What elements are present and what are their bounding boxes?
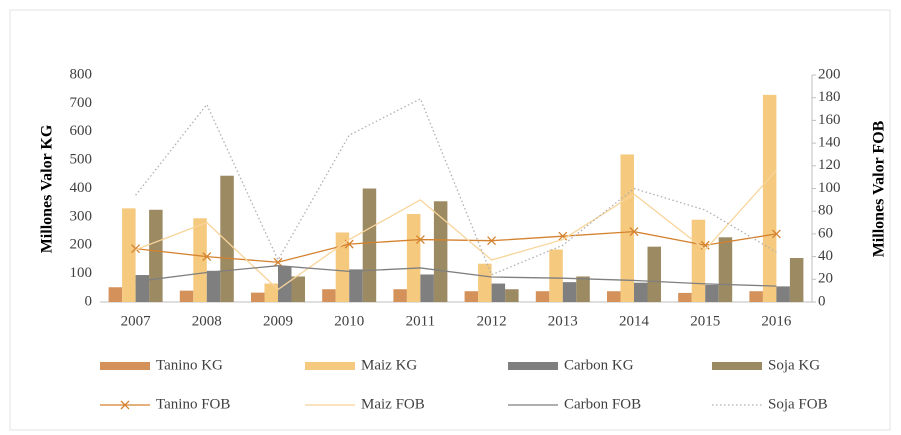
bar — [705, 284, 719, 302]
y2-tick-label: 140 — [818, 135, 841, 151]
bar — [789, 258, 804, 302]
line-marker — [273, 257, 283, 267]
x-tick-label: 2010 — [334, 313, 364, 329]
y2-tick-label: 180 — [818, 89, 841, 105]
bar — [620, 154, 634, 302]
line-marker — [202, 252, 212, 262]
bar — [264, 283, 278, 302]
bar — [335, 232, 350, 302]
line-series — [135, 230, 777, 263]
bar — [251, 292, 265, 302]
bar — [362, 188, 377, 302]
y2-tick-label: 120 — [818, 157, 841, 173]
bar — [406, 214, 421, 302]
bar — [647, 246, 661, 302]
y2-tick-label: 160 — [818, 112, 841, 128]
x-tick-label: 2009 — [263, 313, 293, 329]
y-tick-label: 300 — [70, 208, 93, 224]
legend-label: Tanino KG — [156, 357, 223, 373]
bar — [179, 290, 194, 302]
line-series — [135, 97, 777, 276]
x-tick-label: 2016 — [761, 313, 792, 329]
bar — [206, 270, 221, 302]
bar — [762, 94, 777, 302]
bar — [678, 292, 692, 302]
legend-swatch — [100, 362, 150, 370]
bar — [433, 201, 448, 302]
y2-tick-label: 80 — [818, 203, 833, 219]
bar — [349, 269, 363, 302]
legend-label: Carbon FOB — [564, 396, 641, 412]
bar — [220, 175, 234, 302]
line-series — [135, 265, 777, 287]
y-tick-label: 600 — [70, 123, 93, 139]
bar — [749, 291, 763, 302]
legend-marker — [120, 400, 130, 410]
y-axis-title: Millones Valor KG — [39, 124, 56, 253]
bar — [393, 289, 407, 302]
y2-axis-title: Millones Valor FOB — [871, 120, 888, 257]
bar — [291, 276, 305, 302]
line-marker — [415, 235, 425, 245]
bar — [505, 289, 519, 302]
bar — [135, 275, 150, 302]
bar — [322, 289, 336, 302]
bar — [535, 291, 550, 302]
y-tick-label: 500 — [70, 152, 93, 168]
x-tick-label: 2007 — [121, 313, 152, 329]
bar — [576, 276, 590, 302]
legend-label: Maiz KG — [361, 357, 417, 373]
y-tick-label: 100 — [70, 265, 93, 281]
legend-swatch — [305, 362, 355, 370]
y2-tick-label: 100 — [818, 180, 841, 196]
bar — [634, 282, 648, 302]
line-marker — [629, 227, 639, 237]
line-marker — [558, 231, 568, 241]
bar — [549, 249, 563, 302]
x-tick-label: 2013 — [548, 313, 578, 329]
y2-tick-label: 60 — [818, 225, 833, 241]
legend-label: Soja FOB — [768, 396, 828, 412]
bar — [718, 237, 733, 302]
y2-tick-label: 0 — [818, 293, 826, 309]
line-marker — [487, 236, 497, 246]
line-series — [135, 169, 777, 291]
bar — [122, 208, 136, 302]
x-tick-label: 2014 — [619, 313, 650, 329]
y2-tick-label: 20 — [818, 271, 833, 287]
legend-label: Carbon KG — [564, 357, 634, 373]
bar — [562, 282, 577, 302]
y-tick-label: 400 — [70, 180, 93, 196]
bar — [607, 291, 621, 302]
bar — [691, 219, 706, 302]
y-tick-label: 800 — [70, 66, 93, 82]
x-tick-label: 2012 — [477, 313, 507, 329]
legend-label: Maiz FOB — [361, 396, 425, 412]
legend-swatch — [712, 362, 762, 370]
y-tick-label: 700 — [70, 95, 93, 111]
x-tick-label: 2015 — [690, 313, 720, 329]
bar — [108, 287, 123, 302]
bar — [478, 263, 492, 302]
line-marker — [131, 244, 141, 254]
bar — [464, 291, 479, 302]
bar — [420, 274, 434, 302]
bar — [491, 283, 506, 302]
legend-swatch — [508, 362, 558, 370]
bar — [149, 209, 163, 302]
x-tick-label: 2008 — [192, 313, 222, 329]
legend-label: Soja KG — [768, 357, 820, 373]
bar — [193, 218, 207, 302]
x-tick-label: 2011 — [406, 313, 435, 329]
y2-tick-label: 40 — [818, 248, 833, 264]
y2-tick-label: 200 — [818, 66, 841, 82]
legend-label: Tanino FOB — [156, 396, 230, 412]
bar — [776, 286, 790, 302]
y-tick-label: 200 — [70, 237, 93, 253]
line-marker — [771, 229, 781, 239]
y-tick-label: 0 — [85, 293, 93, 309]
